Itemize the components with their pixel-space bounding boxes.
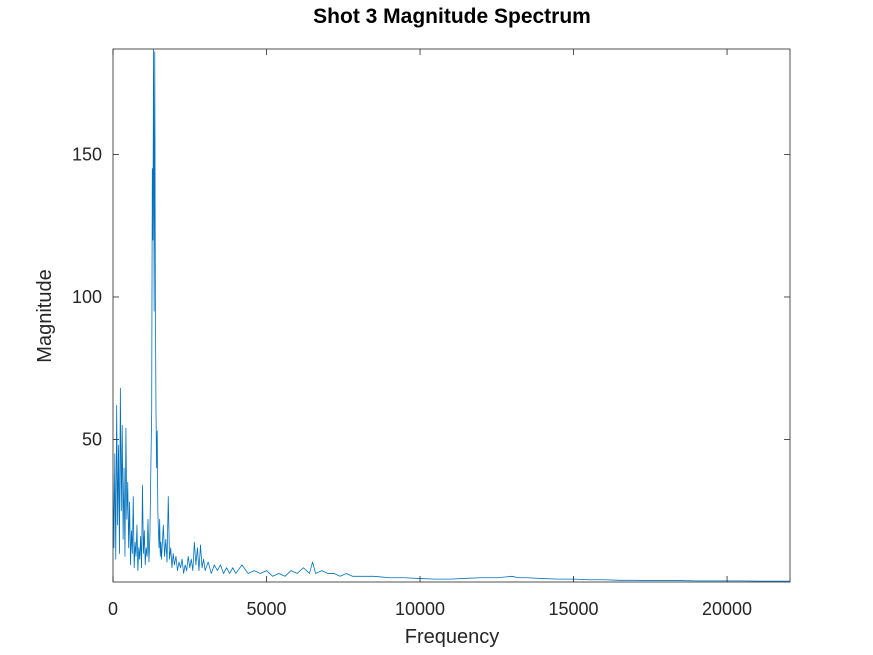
series-line-magnitude (113, 49, 790, 582)
y-axis-ticks: 50 100 150 (72, 144, 790, 449)
y-tick-label: 150 (72, 144, 102, 164)
x-tick-label: 0 (108, 599, 118, 619)
x-tick-label: 10000 (395, 599, 445, 619)
x-tick-label: 20000 (702, 599, 752, 619)
plot-area-background (113, 49, 790, 582)
chart-title: Shot 3 Magnitude Spectrum (313, 5, 591, 28)
x-tick-label: 5000 (246, 599, 286, 619)
y-tick-label: 100 (72, 287, 102, 307)
y-axis-label: Magnitude (34, 269, 56, 362)
x-tick-label: 15000 (549, 599, 599, 619)
x-axis-ticks: 0 5000 10000 15000 20000 (108, 49, 752, 619)
plot-frame (112, 48, 791, 583)
plot-lines-group (113, 49, 790, 582)
x-axis-label: Frequency (405, 626, 500, 648)
y-tick-label: 50 (82, 429, 102, 449)
